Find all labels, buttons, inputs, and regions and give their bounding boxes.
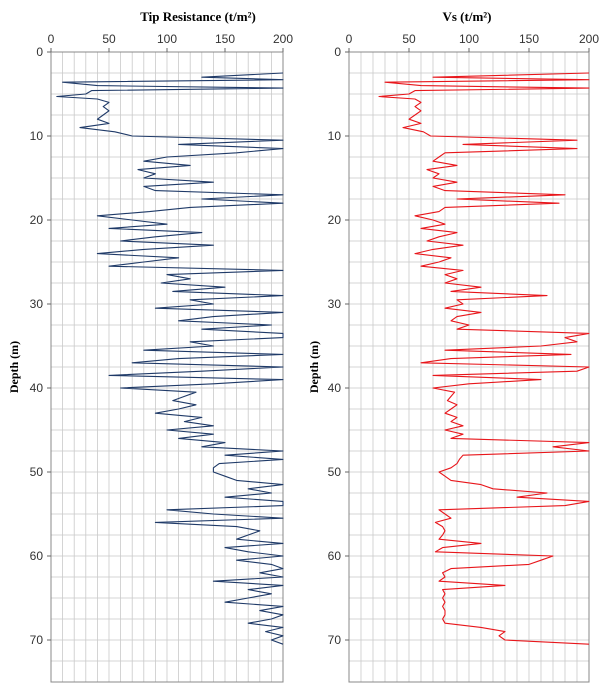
x-tick-label: 0 [346, 32, 353, 46]
y-tick-label: 10 [328, 129, 342, 143]
y-tick-label: 70 [30, 633, 44, 647]
chart-title: Tip Resistance (t/m²) [140, 9, 256, 24]
y-tick-label: 30 [328, 297, 342, 311]
x-tick-label: 200 [579, 32, 599, 46]
y-tick-label: 40 [328, 381, 342, 395]
x-tick-label: 100 [459, 32, 479, 46]
series-line [378, 72, 590, 645]
y-tick-label: 60 [30, 549, 44, 563]
y-tick-label: 20 [328, 213, 342, 227]
y-tick-label: 10 [30, 129, 44, 143]
y-tick-label: 0 [36, 45, 43, 59]
x-tick-label: 150 [519, 32, 539, 46]
y-axis-label: Depth (m) [307, 341, 321, 393]
y-tick-label: 50 [328, 465, 342, 479]
y-axis-label: Depth (m) [7, 341, 21, 393]
y-tick-label: 20 [30, 213, 44, 227]
x-tick-label: 50 [102, 32, 116, 46]
y-tick-label: 50 [30, 465, 44, 479]
x-tick-label: 0 [48, 32, 55, 46]
x-tick-label: 150 [215, 32, 235, 46]
x-tick-label: 200 [273, 32, 293, 46]
chart-tip-resistance: 0 50 100 150 200 0 10 20 30 40 50 60 70 Tip Resistanc… [7, 9, 293, 683]
y-tick-label: 40 [30, 381, 44, 395]
y-tick-label: 30 [30, 297, 44, 311]
y-tick-label: 0 [334, 45, 341, 59]
x-tick-label: 100 [157, 32, 177, 46]
y-tick-label: 60 [328, 549, 342, 563]
y-tick-label: 70 [328, 633, 342, 647]
x-tick-label: 50 [402, 32, 416, 46]
chart-vs: 0 50 100 150 200 0 10 20 30 40 50 60 70 Vs (t/m²) Dept… [307, 9, 599, 683]
series-line [56, 72, 284, 645]
chart-title: Vs (t/m²) [442, 9, 491, 24]
